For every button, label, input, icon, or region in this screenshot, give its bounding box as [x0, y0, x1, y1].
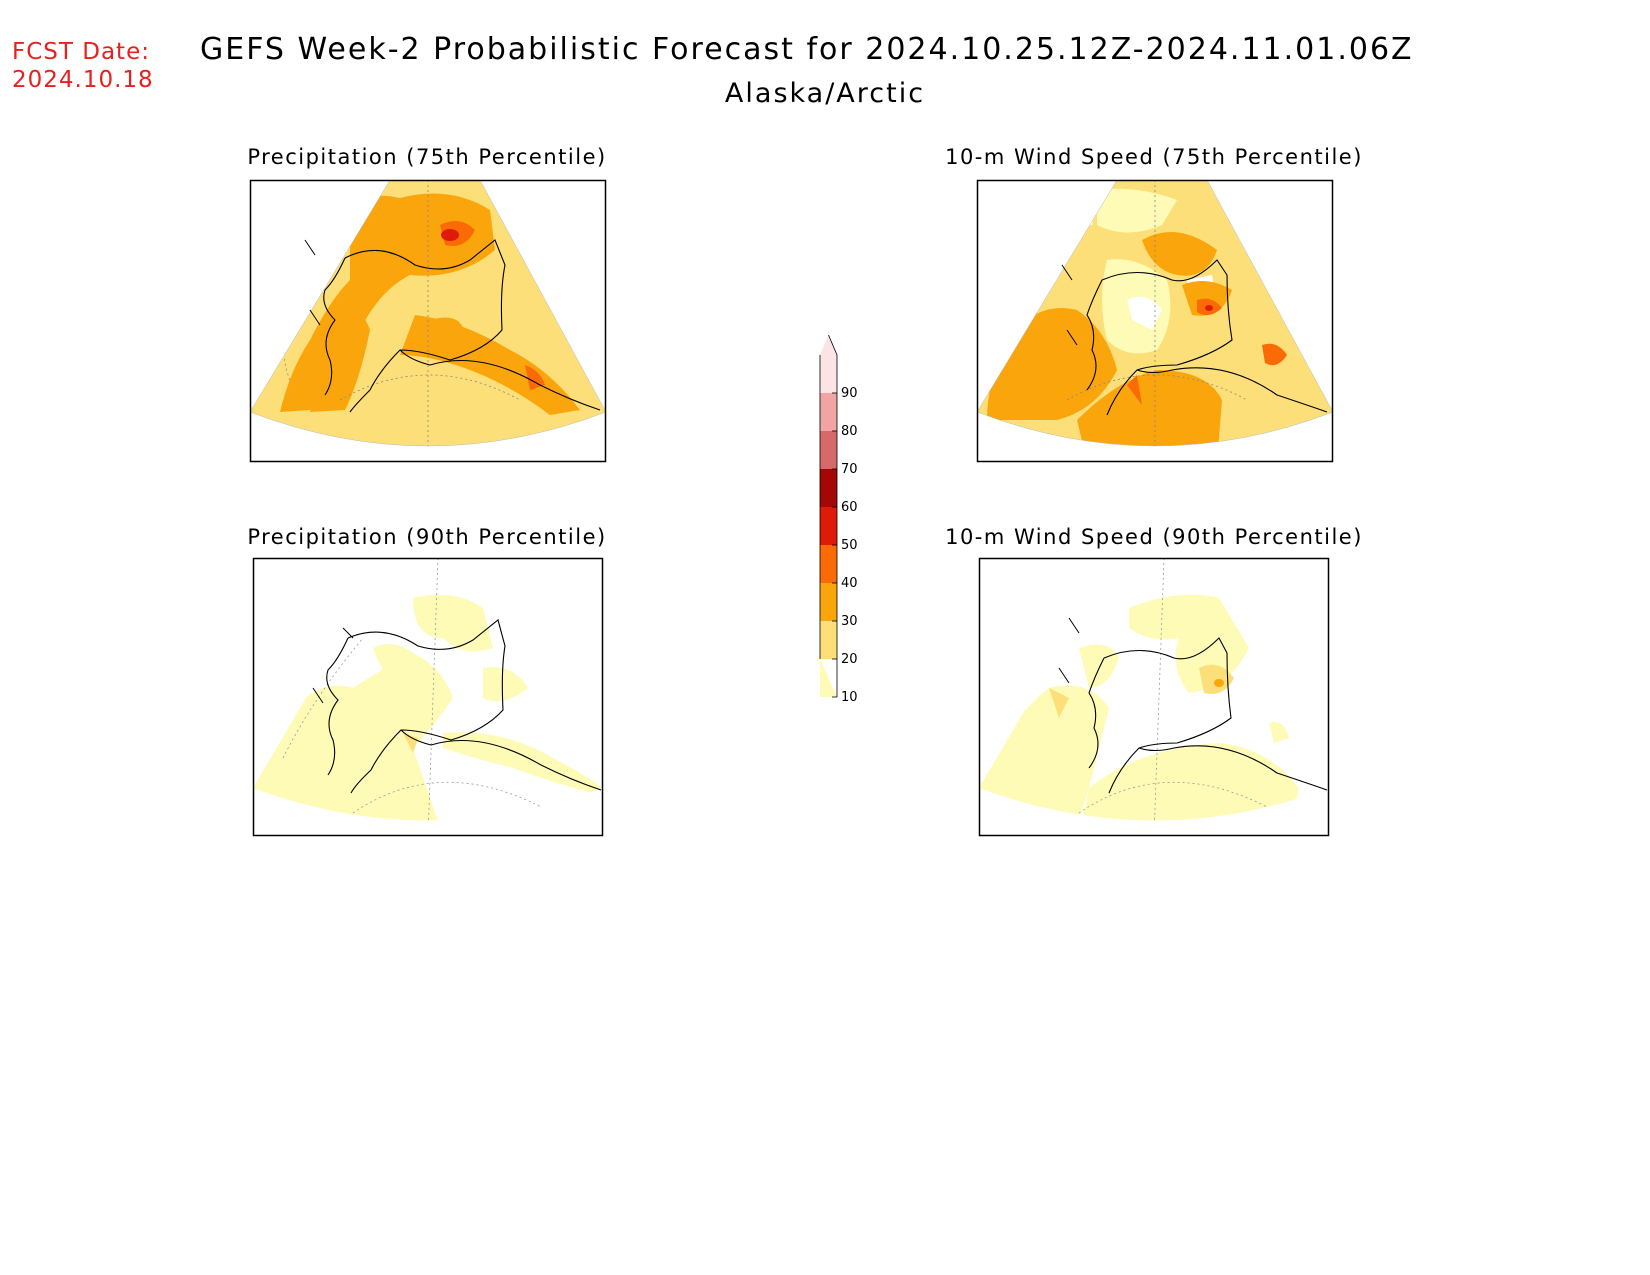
fcst-date-value: 2024.10.18 — [12, 67, 154, 93]
colorbar-swatch-8 — [820, 393, 837, 431]
colorbar-top-arrow — [820, 335, 837, 355]
colorbar-swatch-6 — [820, 469, 837, 507]
map-wind-90 — [978, 557, 1330, 837]
colorbar-label-30: 30 — [841, 614, 858, 629]
colorbar-label-50: 50 — [841, 538, 858, 553]
panel-title-precip-75: Precipitation (75th Percentile) — [247, 145, 607, 169]
colorbar-label-70: 70 — [841, 462, 858, 477]
page-title: GEFS Week-2 Probabilistic Forecast for 2… — [200, 32, 1414, 67]
colorbar-swatch-5 — [820, 507, 837, 545]
colorbar-label-80: 80 — [841, 424, 858, 439]
colorbar-swatch-7 — [820, 431, 837, 469]
map-precip-90 — [252, 557, 604, 837]
colorbar-swatch-2 — [820, 621, 837, 659]
fcst-date-label: FCST Date: — [12, 39, 150, 65]
colorbar-swatch-3 — [820, 583, 837, 621]
colorbar-label-60: 60 — [841, 500, 858, 515]
colorbar-swatch-9 — [820, 355, 837, 393]
colorbar-swatch-4 — [820, 545, 837, 583]
panel-title-wind-75: 10-m Wind Speed (75th Percentile) — [945, 145, 1363, 169]
forecast-date: FCST Date: 2024.10.18 — [12, 38, 154, 94]
colorbar-bottom-arrow — [820, 659, 837, 697]
colorbar: 10 20 30 40 50 60 70 80 90 — [819, 334, 858, 705]
map-wind-75 — [976, 179, 1334, 463]
colorbar-label-90: 90 — [841, 386, 858, 401]
region-subtitle: Alaska/Arctic — [724, 78, 926, 109]
colorbar-label-10: 10 — [841, 690, 858, 705]
panel-title-precip-90: Precipitation (90th Percentile) — [247, 525, 607, 549]
map-precip-75 — [249, 179, 607, 463]
colorbar-label-40: 40 — [841, 576, 858, 591]
colorbar-label-20: 20 — [841, 652, 858, 667]
panel-title-wind-90: 10-m Wind Speed (90th Percentile) — [945, 525, 1363, 549]
